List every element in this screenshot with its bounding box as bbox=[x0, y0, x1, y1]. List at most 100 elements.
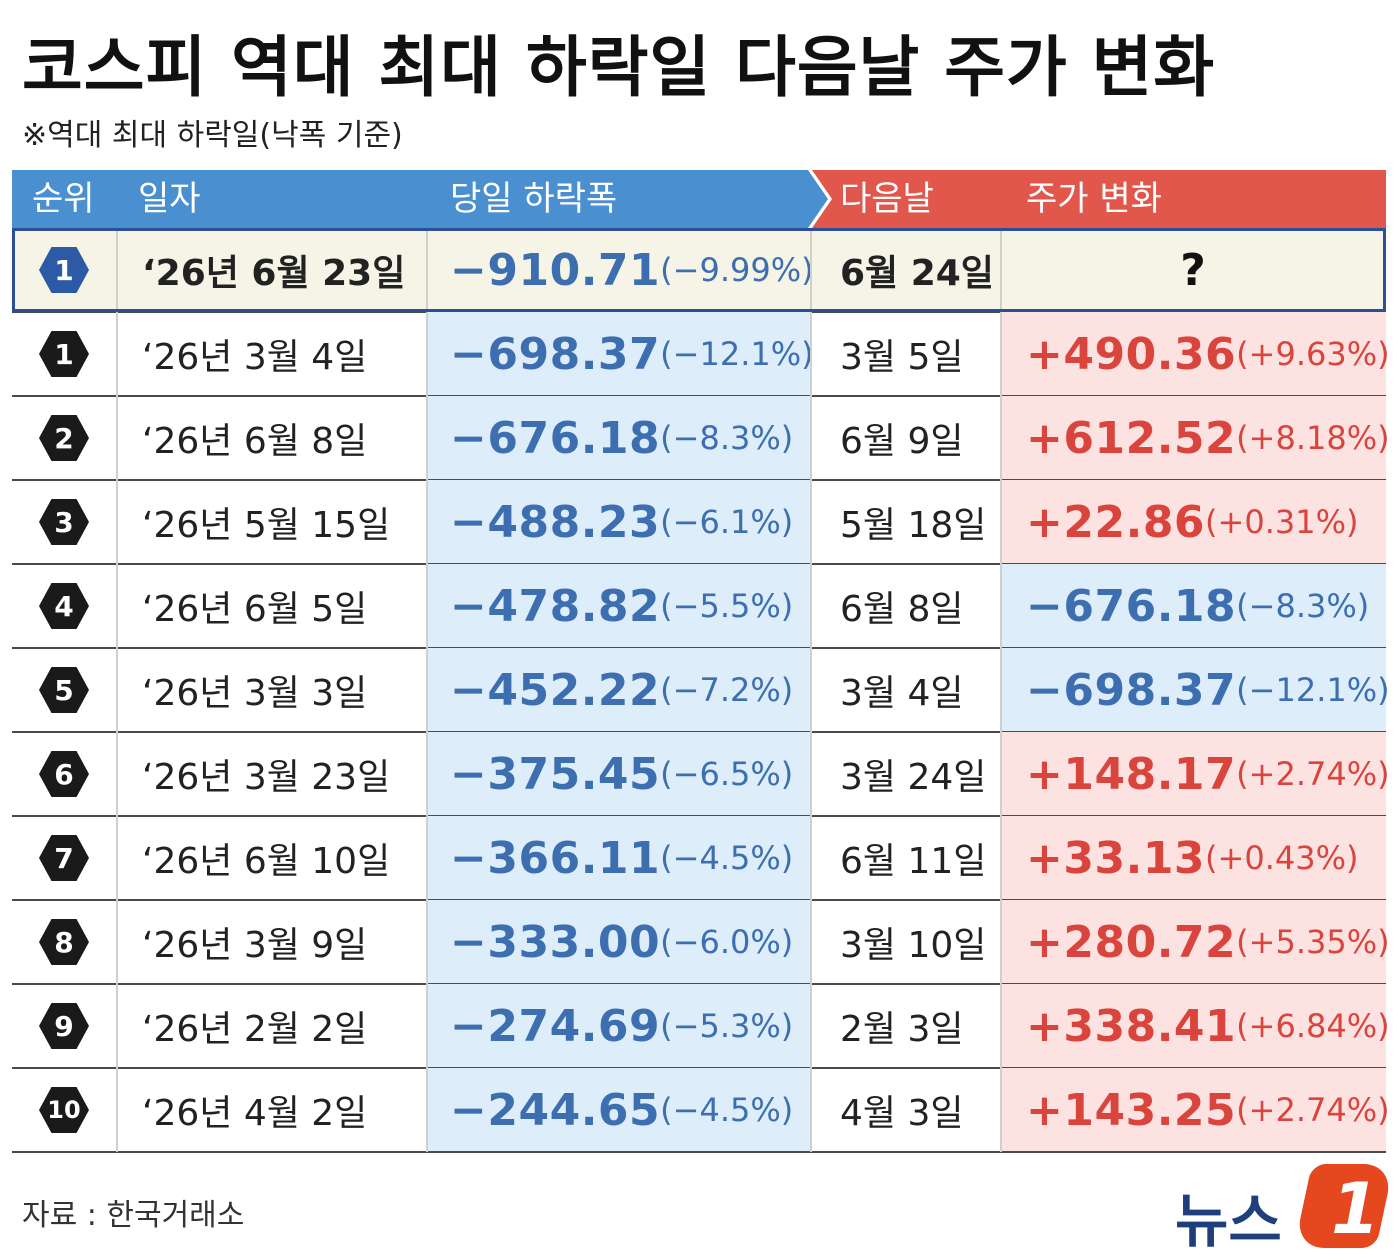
drop-cell: −452.22 (−7.2%) bbox=[426, 648, 810, 732]
rank-hexagon-badge: 7 bbox=[39, 835, 89, 881]
unknown-change-mark: ? bbox=[1180, 244, 1206, 296]
drop-percent: (−5.5%) bbox=[660, 587, 794, 625]
change-cell: +612.52 (+8.18%) bbox=[1000, 396, 1390, 480]
change-percent: (+0.31%) bbox=[1205, 503, 1359, 541]
next-day-cell: 6월 11일 bbox=[840, 841, 987, 882]
table-row: 6 ‘26년 3월 23일 −375.45 (−6.5%) 3월 24일 +148.17(… bbox=[12, 732, 1390, 816]
date-cell: ‘26년 3월 4일 bbox=[142, 337, 368, 378]
rank-hexagon-badge: 1 bbox=[39, 331, 89, 377]
change-percent: (+8.18%) bbox=[1236, 419, 1390, 457]
rank-hexagon-badge: 6 bbox=[39, 751, 89, 797]
header-date: 일자 bbox=[138, 179, 201, 219]
change-cell: +22.86 (+0.31%) bbox=[1000, 480, 1386, 564]
rank-cell: 8 bbox=[12, 900, 116, 984]
column-divider bbox=[1000, 228, 1002, 1152]
header-rank: 순위 bbox=[32, 179, 95, 219]
next-day-cell: 3월 24일 bbox=[840, 757, 987, 798]
table-row: 3 ‘26년 5월 15일 −488.23 (−6.1%) 5월 18일 +22.86 (+… bbox=[12, 480, 1386, 564]
change-percent: (+0.43%) bbox=[1205, 839, 1359, 877]
source-note: 자료 : 한국거래소 bbox=[22, 1198, 245, 1233]
change-value: +490.36 bbox=[1026, 328, 1237, 380]
rank-cell: 2 bbox=[12, 396, 116, 480]
drop-cell: −910.71 (−9.99%) bbox=[426, 228, 814, 312]
rank-cell: 9 bbox=[12, 984, 116, 1068]
rank-hexagon-badge: 8 bbox=[39, 919, 89, 965]
next-day-cell: 6월 8일 bbox=[840, 589, 964, 630]
next-day-cell: 2월 3일 bbox=[840, 1009, 964, 1050]
table-row: 2 ‘26년 6월 8일 −676.18 (−8.3%) 6월 9일 +612.52 (+8… bbox=[12, 396, 1390, 480]
date-cell: ‘26년 5월 15일 bbox=[142, 505, 391, 546]
drop-percent: (−6.1%) bbox=[660, 503, 794, 541]
rank-cell: 3 bbox=[12, 480, 116, 564]
date-cell: ‘26년 3월 9일 bbox=[142, 925, 368, 966]
header-bar-blue bbox=[12, 170, 828, 228]
logo-text: 뉴스 bbox=[1175, 1187, 1282, 1255]
drop-cell: −375.45 (−6.5%) bbox=[426, 732, 810, 816]
date-cell: ‘26년 4월 2일 bbox=[142, 1093, 368, 1134]
table-row: 1 ‘26년 3월 4일 −698.37 (−12.1%) 3월 5일 +490.36 (+… bbox=[12, 312, 1390, 396]
page-title: 코스피 역대 최대 하락일 다음날 주가 변화 bbox=[22, 29, 1216, 106]
drop-value: −375.45 bbox=[450, 748, 661, 800]
table-row: 10 ‘26년 4월 2일 −244.65 (−4.5%) 4월 3일 +143.25 (+… bbox=[12, 1068, 1390, 1152]
drop-percent: (−6.5%) bbox=[660, 755, 794, 793]
table-row: 7 ‘26년 6월 10일 −366.11 (−4.5%) 6월 11일 +33.13 (+… bbox=[12, 816, 1386, 900]
date-cell: ‘26년 6월 10일 bbox=[142, 841, 391, 882]
header-bar-red bbox=[812, 170, 1386, 228]
date-cell: ‘26년 6월 5일 bbox=[142, 589, 368, 630]
table-row: 4 ‘26년 6월 5일 −478.82 (−5.5%) 6월 8일 −676.18 (−8… bbox=[12, 564, 1386, 648]
column-divider bbox=[810, 228, 812, 1152]
drop-percent: (−4.5%) bbox=[660, 839, 794, 877]
change-value: +33.13 bbox=[1026, 832, 1206, 884]
drop-value: −333.00 bbox=[450, 916, 661, 968]
change-cell: −698.37 (−12.1%) bbox=[1000, 648, 1390, 732]
rank-cell: 1 bbox=[12, 228, 116, 312]
next-day-cell: 6월 24일 bbox=[840, 253, 994, 294]
rank-hexagon-badge: 3 bbox=[39, 499, 89, 545]
rank-cell: 4 bbox=[12, 564, 116, 648]
change-percent: (+6.84%) bbox=[1236, 1007, 1390, 1045]
drop-value: −488.23 bbox=[450, 496, 661, 548]
drop-value: −366.11 bbox=[450, 832, 661, 884]
drop-cell: −488.23 (−6.1%) bbox=[426, 480, 810, 564]
change-cell: +280.72 (+5.35%) bbox=[1000, 900, 1390, 984]
change-percent: (+5.35%) bbox=[1236, 923, 1390, 961]
drop-percent: (−4.5%) bbox=[660, 1091, 794, 1129]
drop-value: −244.65 bbox=[450, 1084, 661, 1136]
drop-cell: −478.82 (−5.5%) bbox=[426, 564, 810, 648]
change-percent: (−12.1%) bbox=[1236, 671, 1390, 709]
change-value: +280.72 bbox=[1026, 916, 1237, 968]
rank-cell: 10 bbox=[12, 1068, 116, 1152]
header-next-day: 다음날 bbox=[840, 179, 934, 219]
change-cell: −676.18 (−8.3%) bbox=[1000, 564, 1386, 648]
rank-cell: 6 bbox=[12, 732, 116, 816]
change-value: +612.52 bbox=[1026, 412, 1237, 464]
change-percent: (+9.63%) bbox=[1236, 335, 1390, 373]
data-table: 순위 일자 당일 하락폭 다음날 주가 변화 1 ‘26년 6월 23일 −910.… bbox=[12, 170, 1390, 1153]
drop-percent: (−6.0%) bbox=[660, 923, 794, 961]
drop-cell: −333.00 (−6.0%) bbox=[426, 900, 810, 984]
header-drop: 당일 하락폭 bbox=[450, 179, 618, 219]
date-cell: ‘26년 6월 23일 bbox=[142, 253, 406, 294]
drop-value: −478.82 bbox=[450, 580, 661, 632]
rank-hexagon-badge: 4 bbox=[39, 583, 89, 629]
date-cell: ‘26년 3월 3일 bbox=[142, 673, 368, 714]
next-day-cell: 4월 3일 bbox=[840, 1093, 964, 1134]
next-day-cell: 3월 10일 bbox=[840, 925, 987, 966]
rank-cell: 7 bbox=[12, 816, 116, 900]
column-divider bbox=[426, 228, 428, 1152]
table-row: 1 ‘26년 6월 23일 −910.71 (−9.99%) 6월 24일? bbox=[12, 228, 1386, 312]
change-cell: +33.13 (+0.43%) bbox=[1000, 816, 1386, 900]
drop-cell: −244.65 (−4.5%) bbox=[426, 1068, 810, 1152]
rank-hexagon-badge: 9 bbox=[39, 1003, 89, 1049]
next-day-cell: 3월 5일 bbox=[840, 337, 964, 378]
table-row: 9 ‘26년 2월 2일 −274.69 (−5.3%) 2월 3일 +338.41 (+6… bbox=[12, 984, 1390, 1068]
change-value: −698.37 bbox=[1026, 664, 1237, 716]
drop-percent: (−8.3%) bbox=[660, 419, 794, 457]
logo-mark-number: 1 bbox=[1331, 1168, 1380, 1250]
rank-hexagon-badge: 10 bbox=[39, 1087, 89, 1133]
drop-percent: (−7.2%) bbox=[660, 671, 794, 709]
change-cell: +143.25 (+2.74%) bbox=[1000, 1068, 1390, 1152]
next-day-cell: 3월 4일 bbox=[840, 673, 964, 714]
drop-cell: −698.37 (−12.1%) bbox=[426, 312, 814, 396]
drop-cell: −676.18 (−8.3%) bbox=[426, 396, 810, 480]
